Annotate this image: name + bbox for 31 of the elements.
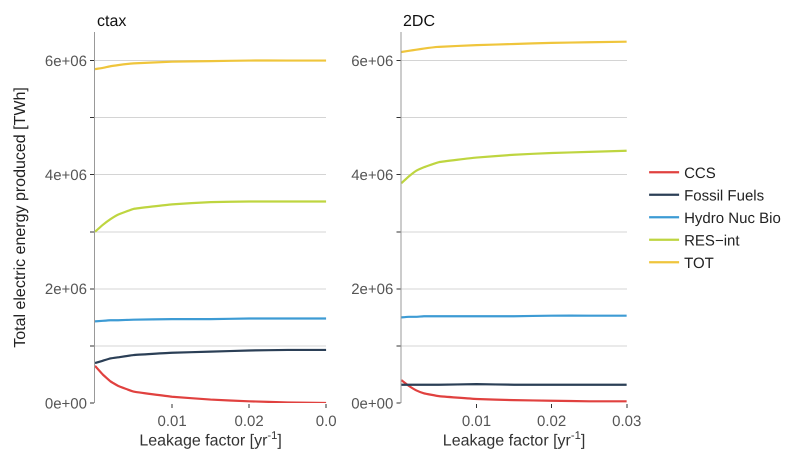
x-tick-label: 0.02 xyxy=(234,413,264,430)
line-series xyxy=(401,40,627,54)
y-tick-label: 4e+06 xyxy=(44,166,87,184)
line-series xyxy=(401,150,627,184)
legend-label: RES−int xyxy=(684,232,740,250)
y-tick-label: 4e+06 xyxy=(351,166,394,184)
chart-title: 2DC xyxy=(403,13,436,30)
x-axis-title: Leakage factor [yr$^{-1}$] xyxy=(139,430,282,450)
y-tick-label: 2e+06 xyxy=(351,281,394,298)
line-series xyxy=(401,379,627,402)
line-series xyxy=(95,364,326,403)
y-axis-title: Total electric energy produced [TWh] xyxy=(12,87,29,348)
legend-label: Hydro Nuc Bio xyxy=(684,210,781,228)
line-series xyxy=(95,348,326,364)
x-tick-label: 0.02 xyxy=(537,413,566,430)
x-axis-title: Leakage factor [yr$^{-1}$] xyxy=(442,430,586,450)
x-tick-label: 0.0 xyxy=(316,413,337,430)
y-tick-label: 0e+00 xyxy=(351,395,394,412)
y-tick-label: 6e+06 xyxy=(44,52,87,70)
legend-label: CCS xyxy=(684,165,716,182)
x-tick-label: 0.01 xyxy=(157,413,187,430)
line-series xyxy=(95,200,326,233)
y-tick-label: 6e+06 xyxy=(351,52,394,70)
y-tick-label: 2e+06 xyxy=(44,281,87,298)
y-tick-label: 0e+00 xyxy=(44,395,87,412)
chart-title: ctax xyxy=(97,13,126,30)
x-tick-label: 0.03 xyxy=(612,413,642,430)
legend-label: Fossil Fuels xyxy=(684,188,764,205)
x-tick-label: 0.01 xyxy=(462,413,492,430)
legend-label: TOT xyxy=(684,255,714,272)
line-series xyxy=(95,59,326,70)
